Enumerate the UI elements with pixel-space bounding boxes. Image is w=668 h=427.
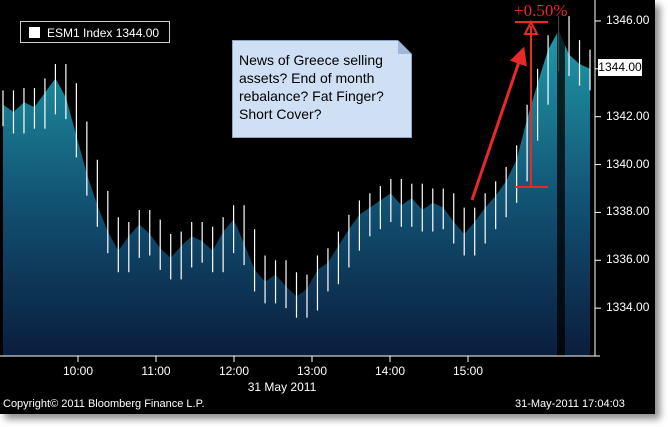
range-arrow-head (523, 19, 539, 35)
y-tick-label: 1334.00 (606, 300, 650, 315)
y-tick-label: 1340.00 (606, 156, 650, 171)
price-chart (0, 0, 601, 362)
rally-arrow (470, 46, 527, 201)
legend-label: ESM1 Index 1344.00 (47, 26, 160, 40)
callout-fold-icon (398, 40, 412, 54)
legend-swatch-icon (29, 27, 40, 38)
y-tick-label: 1338.00 (606, 204, 650, 219)
session-close-band (557, 8, 565, 356)
y-tick-label: 1342.00 (606, 108, 650, 123)
timestamp-text: 31-May-2011 17:04:03 (515, 398, 625, 410)
x-tick-label: 12:00 (218, 364, 250, 378)
x-tick-label: 10:00 (62, 364, 94, 378)
x-axis-date-label: 31 May 2011 (247, 380, 317, 394)
legend: ESM1 Index 1344.00 (20, 21, 170, 43)
percent-change-label: +0.50% (514, 1, 568, 20)
annotation-callout: News of Greece selling assets? End of mo… (232, 40, 412, 138)
price-area (3, 30, 590, 356)
y-tick-label: 1346.00 (606, 12, 650, 27)
current-value-label: 1344.00 (598, 59, 642, 76)
chart-frame: ESM1 Index 1344.00 News of Greece sellin… (0, 0, 655, 414)
x-tick-label: 13:00 (296, 364, 328, 378)
x-tick-label: 14:00 (374, 364, 406, 378)
y-tick-label: 1336.00 (606, 252, 650, 267)
x-tick-label: 15:00 (452, 364, 484, 378)
x-tick-label: 11:00 (141, 364, 171, 378)
callout-text: News of Greece selling assets? End of mo… (239, 52, 384, 122)
copyright-text: Copyright© 2011 Bloomberg Finance L.P. (3, 398, 205, 410)
